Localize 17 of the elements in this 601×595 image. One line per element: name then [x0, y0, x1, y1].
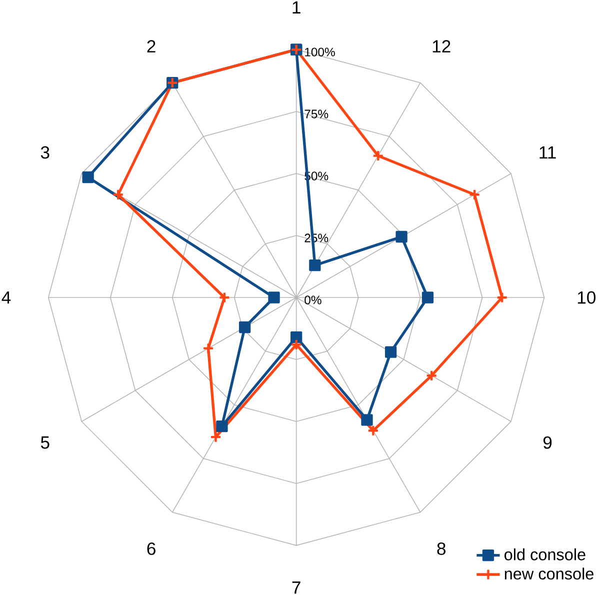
spoke-label: 8	[437, 542, 446, 555]
spoke-label: 6	[147, 542, 156, 555]
y-tick-label: 75%	[304, 110, 328, 118]
spoke-label: 7	[292, 582, 300, 594]
spoke-label: 5	[40, 436, 50, 449]
legend-label: new console	[504, 568, 594, 580]
spoke-label: 4	[2, 291, 11, 304]
spoke-label: 12	[432, 40, 450, 52]
spoke-label: 2	[147, 40, 156, 52]
y-tick-label: 0%	[304, 296, 322, 304]
spoke-label: 11	[540, 146, 556, 159]
spoke-label: 10	[578, 291, 596, 304]
y-tick-label: 100%	[305, 48, 335, 56]
legend-label: old console	[504, 548, 586, 560]
spoke-label: 9	[543, 436, 552, 449]
spoke-label: 3	[40, 146, 50, 159]
spoke-label: 1	[292, 1, 300, 14]
